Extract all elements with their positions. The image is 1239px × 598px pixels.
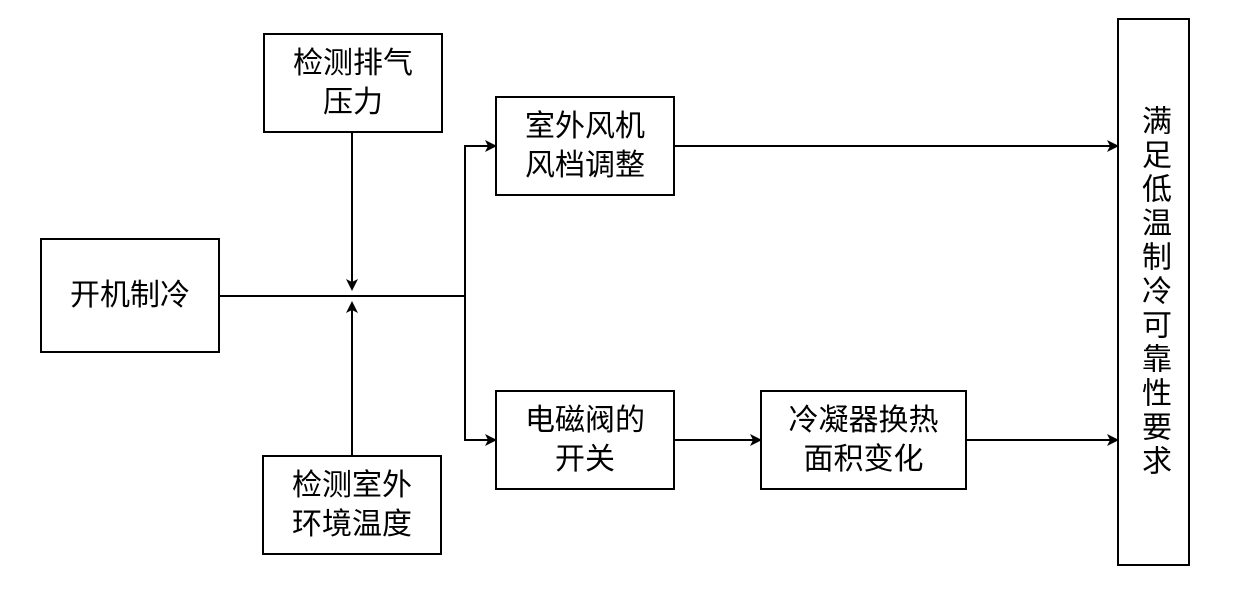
node-label: 冷凝器换热面积变化 (789, 401, 939, 479)
node-label: 检测排气压力 (293, 44, 413, 122)
flowchart-diagram: 开机制冷 检测排气压力 检测室外环境温度 室外风机风档调整 电磁阀的开关 冷凝器… (0, 0, 1239, 598)
node-label: 室外风机风档调整 (525, 107, 645, 185)
node-output: 满足低温制冷可靠性要求 (1117, 18, 1190, 566)
node-label: 满足低温制冷可靠性要求 (1134, 105, 1173, 479)
node-label: 检测室外环境温度 (292, 466, 412, 544)
node-label: 电磁阀的开关 (525, 401, 645, 479)
node-label: 开机制冷 (70, 276, 190, 315)
edge-to-fan (465, 146, 495, 296)
node-valve-switch: 电磁阀的开关 (495, 390, 675, 490)
node-start: 开机制冷 (40, 238, 220, 353)
node-condenser: 冷凝器换热面积变化 (760, 390, 967, 490)
node-detect-temp: 检测室外环境温度 (262, 455, 442, 555)
node-fan-adjust: 室外风机风档调整 (495, 96, 675, 196)
node-detect-pressure: 检测排气压力 (263, 33, 443, 133)
edge-to-valve (465, 296, 495, 440)
